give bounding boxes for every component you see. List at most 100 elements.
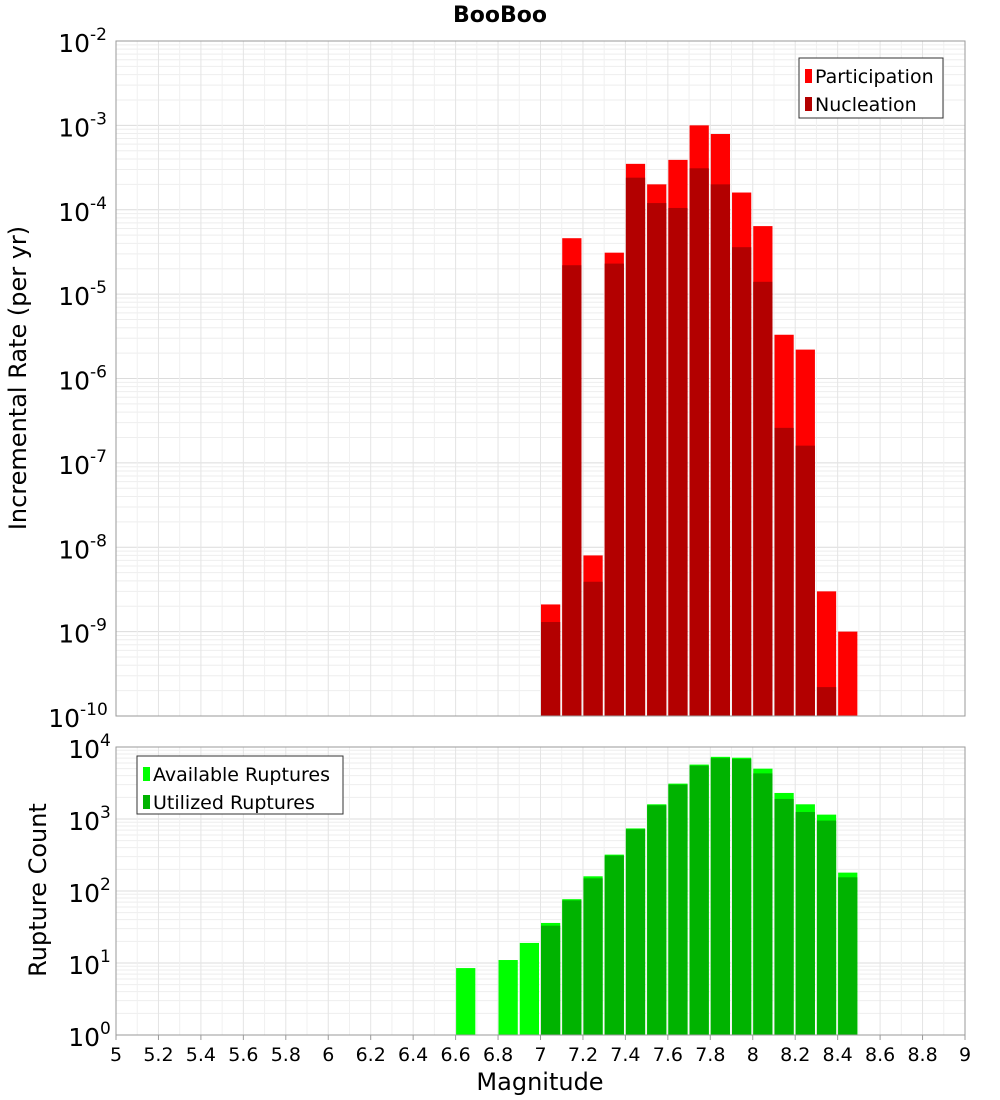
x-tick-label: 5 bbox=[110, 1044, 122, 1066]
y-tick-exponent: -10 bbox=[80, 700, 108, 720]
x-tick-label: 6.4 bbox=[398, 1044, 428, 1066]
bar-count-b bbox=[753, 773, 773, 1035]
x-tick-label: 6 bbox=[322, 1044, 334, 1066]
y-tick-exponent: -8 bbox=[90, 531, 107, 551]
bar-count-b bbox=[541, 925, 561, 1035]
legend-label: Available Ruptures bbox=[153, 764, 330, 786]
y-tick-label: 10 bbox=[68, 951, 100, 980]
bar-count-b bbox=[710, 758, 731, 1035]
bar-count-b bbox=[668, 784, 688, 1035]
x-tick-label: 5.2 bbox=[143, 1044, 173, 1066]
legend-label: Participation bbox=[815, 66, 934, 88]
y-tick-label: 10 bbox=[68, 735, 100, 764]
bar-count-a bbox=[519, 942, 539, 1035]
legend-swatch bbox=[143, 767, 150, 781]
bar-count-b bbox=[774, 798, 794, 1035]
bar-rate-b bbox=[753, 281, 773, 716]
y-tick-exponent: -5 bbox=[90, 278, 107, 298]
bar-count-b bbox=[625, 829, 646, 1035]
y-tick-exponent: -2 bbox=[90, 25, 107, 45]
chart-title: BooBoo bbox=[453, 3, 547, 28]
x-tick-label: 5.6 bbox=[228, 1044, 258, 1066]
bar-rate-b bbox=[562, 265, 582, 716]
x-tick-label: 8.2 bbox=[780, 1044, 810, 1066]
bar-count-b bbox=[838, 877, 858, 1035]
x-tick-label: 7.6 bbox=[653, 1044, 683, 1066]
x-tick-label: 8.4 bbox=[823, 1044, 853, 1066]
bar-count-a bbox=[498, 960, 518, 1035]
legend-swatch bbox=[805, 69, 812, 83]
x-tick-label: 6.2 bbox=[356, 1044, 386, 1066]
bar-count-b bbox=[795, 812, 815, 1035]
y-tick-label: 10 bbox=[68, 807, 100, 836]
y-tick-label: 10 bbox=[58, 198, 90, 227]
bar-rate-b bbox=[689, 168, 709, 716]
legend-label: Utilized Ruptures bbox=[153, 792, 315, 814]
bar-rate-b bbox=[816, 687, 837, 716]
x-tick-label: 6.8 bbox=[483, 1044, 513, 1066]
x-tick-label: 9 bbox=[959, 1044, 971, 1066]
y-tick-label: 10 bbox=[58, 535, 90, 564]
x-tick-label: 7.4 bbox=[610, 1044, 640, 1066]
y-tick-exponent: 4 bbox=[100, 731, 111, 751]
bar-count-b bbox=[732, 759, 752, 1035]
bar-rate-b bbox=[774, 427, 794, 716]
legend-box bbox=[136, 755, 344, 815]
x-tick-label: 8 bbox=[747, 1044, 759, 1066]
bar-rate-b bbox=[625, 177, 646, 716]
legend-swatch bbox=[805, 97, 812, 111]
bar-count-b bbox=[583, 878, 603, 1035]
y-tick-label: 10 bbox=[58, 113, 90, 142]
plot-frame bbox=[115, 40, 966, 717]
legend: Participation Nucleation bbox=[798, 57, 944, 119]
bar-rate-b bbox=[604, 263, 624, 716]
y-tick-label: 10 bbox=[58, 451, 90, 480]
y-tick-label: 10 bbox=[58, 29, 90, 58]
bar-rate-a bbox=[816, 591, 837, 716]
y-tick-exponent: 3 bbox=[100, 803, 111, 823]
y-tick-exponent: -3 bbox=[90, 109, 107, 129]
x-tick-label: 7 bbox=[534, 1044, 546, 1066]
x-tick-label: 7.2 bbox=[568, 1044, 598, 1066]
y-tick-exponent: 0 bbox=[100, 1019, 111, 1039]
legend-label: Nucleation bbox=[815, 94, 917, 116]
bar-rate-b bbox=[795, 445, 815, 716]
legend-swatch bbox=[143, 795, 150, 809]
top-rate-panel: 10-210-310-410-510-610-710-810-910 -10Par… bbox=[48, 25, 966, 733]
bar-count-a bbox=[456, 968, 476, 1035]
y-tick-exponent: 2 bbox=[100, 875, 111, 895]
x-axis-label: Magnitude bbox=[476, 1068, 603, 1096]
bar-rate-b bbox=[668, 207, 688, 716]
bar-rate-b bbox=[732, 247, 752, 716]
y-tick-label: 10 bbox=[58, 367, 90, 396]
bar-rate-a bbox=[838, 631, 858, 716]
x-tick-label: 6.6 bbox=[440, 1044, 470, 1066]
y-tick-exponent: -7 bbox=[90, 447, 107, 467]
y-tick-exponent: -9 bbox=[90, 616, 107, 636]
bar-count-b bbox=[562, 900, 582, 1035]
bar-count-b bbox=[647, 805, 667, 1035]
x-tick-label: 8.8 bbox=[907, 1044, 937, 1066]
legend: Available Ruptures Utilized Ruptures bbox=[136, 755, 344, 815]
bar-count-b bbox=[816, 820, 837, 1035]
x-tick-label: 7.8 bbox=[695, 1044, 725, 1066]
y-tick-label: 10 bbox=[68, 879, 100, 908]
legend-box bbox=[798, 57, 944, 119]
x-tick-label: 5.8 bbox=[271, 1044, 301, 1066]
y-tick-label: 10 bbox=[48, 704, 80, 733]
top-y-axis-label: Incremental Rate (per yr) bbox=[4, 226, 32, 530]
x-tick-label: 5.4 bbox=[186, 1044, 216, 1066]
bar-rate-b bbox=[583, 581, 603, 716]
bar-rate-b bbox=[647, 203, 667, 716]
bar-rate-b bbox=[541, 622, 561, 716]
x-tick-label: 8.6 bbox=[865, 1044, 895, 1066]
bar-rate-b bbox=[710, 184, 731, 717]
y-tick-label: 10 bbox=[58, 282, 90, 311]
y-tick-exponent: 1 bbox=[100, 947, 111, 967]
bar-count-b bbox=[604, 855, 624, 1035]
bottom-y-axis-label: Rupture Count bbox=[24, 803, 52, 977]
bar-count-b bbox=[689, 765, 709, 1035]
y-tick-label: 10 bbox=[68, 1023, 100, 1052]
